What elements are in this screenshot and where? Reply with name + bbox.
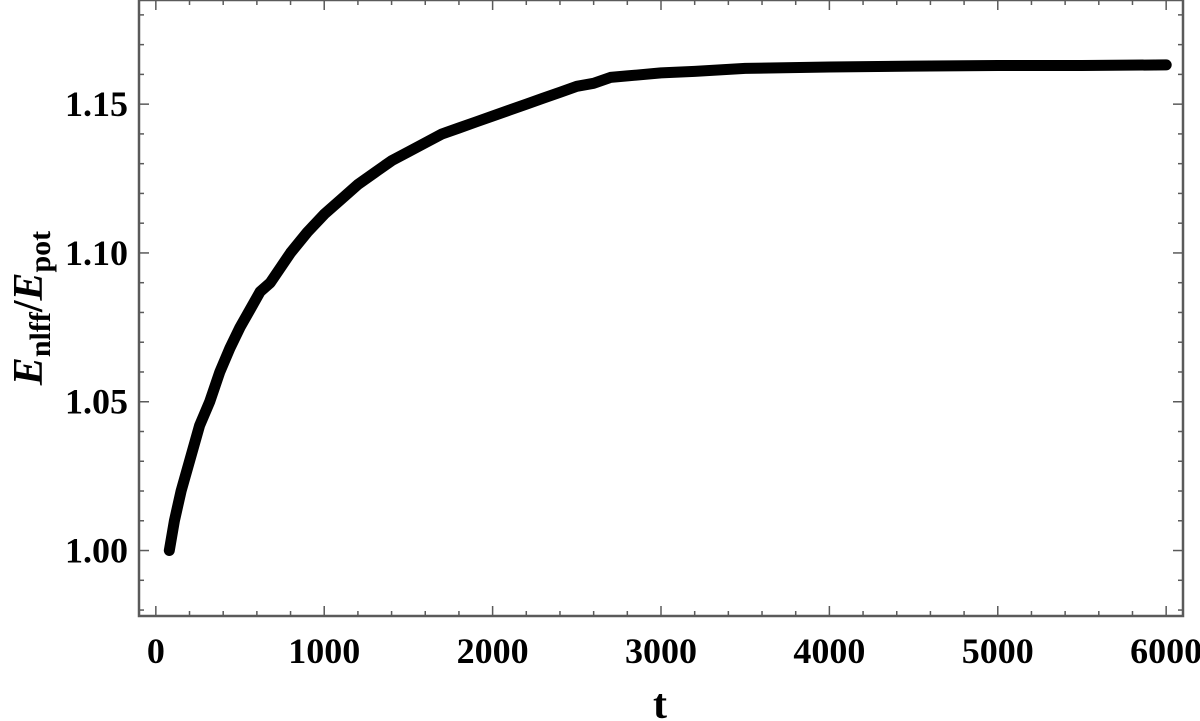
x-tick-label: 4000	[793, 631, 865, 671]
y-tick-label: 1.10	[65, 233, 128, 273]
x-tick-label: 6000	[1130, 631, 1200, 671]
y-axis-title-sub2: pot	[24, 231, 57, 273]
y-axis-title-slash: /	[6, 299, 52, 313]
x-tick-label: 5000	[962, 631, 1034, 671]
y-axis-title-sub1: nlff	[24, 311, 57, 357]
x-tick-label: 3000	[625, 631, 697, 671]
y-tick-label: 1.00	[65, 531, 128, 571]
y-axis-title: Enlff/Epot	[6, 231, 57, 386]
series-line	[163, 59, 1172, 556]
tick-marks	[139, 0, 1183, 616]
x-axis-title: t	[653, 682, 667, 721]
y-axis-title-e2: E	[6, 272, 52, 301]
y-tick-label: 1.05	[65, 382, 128, 422]
y-tick-label: 1.15	[65, 84, 128, 124]
x-tick-label: 2000	[457, 631, 529, 671]
x-tick-labels: 0 1000 2000 3000 4000 5000 6000	[147, 631, 1200, 671]
plot-frame	[137, 0, 1185, 618]
y-axis-title-e1: E	[6, 357, 52, 386]
x-tick-label: 1000	[288, 631, 360, 671]
x-tick-label: 0	[147, 631, 165, 671]
y-tick-labels: 1.00 1.05 1.10 1.15	[65, 84, 128, 570]
